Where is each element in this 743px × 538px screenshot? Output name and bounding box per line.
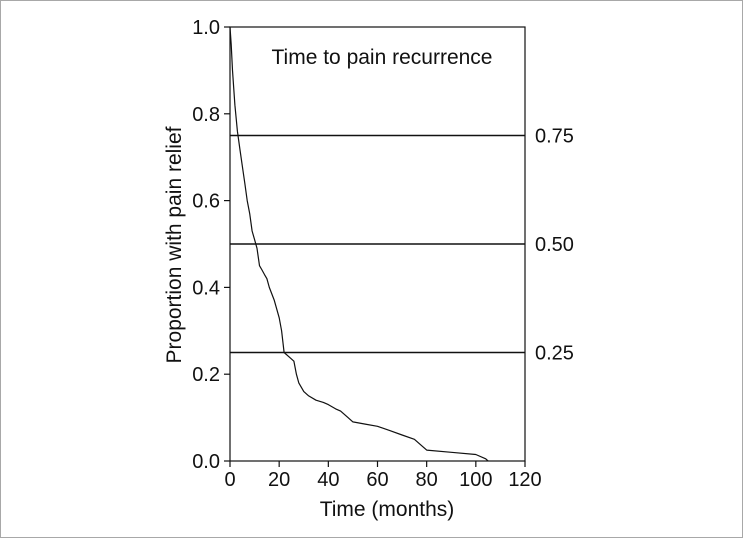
y-tick-label: 0.0 — [192, 451, 220, 473]
x-axis-ticks: 0 20 40 60 80 100 120 — [224, 461, 542, 491]
x-tick-label: 80 — [416, 469, 438, 491]
reference-line-label: 0.75 — [535, 126, 574, 148]
y-tick-label: 0.2 — [192, 364, 220, 386]
x-tick-label: 100 — [459, 469, 492, 491]
series-layer — [229, 26, 489, 462]
y-tick-label: 0.6 — [192, 191, 220, 213]
survival-curve — [229, 26, 489, 462]
x-tick-label: 120 — [508, 469, 541, 491]
x-tick-label: 20 — [268, 469, 290, 491]
x-axis-title: Time (months) — [320, 498, 455, 521]
reference-line-label: 0.25 — [535, 343, 574, 365]
x-tick-label: 60 — [366, 469, 388, 491]
reference-lines: 0.75 0.50 0.25 — [230, 126, 574, 365]
reference-line-label: 0.50 — [535, 234, 574, 256]
x-tick-label: 0 — [224, 469, 235, 491]
y-tick-label: 1.0 — [192, 17, 220, 39]
chart-title: Time to pain recurrence — [272, 46, 493, 69]
x-tick-label: 40 — [317, 469, 339, 491]
y-tick-label: 0.4 — [192, 277, 220, 299]
y-axis-ticks: 0.0 0.2 0.4 0.6 0.8 1.0 — [192, 17, 230, 473]
y-tick-label: 0.8 — [192, 104, 220, 126]
y-axis-title: Proportion with pain relief — [163, 126, 186, 363]
